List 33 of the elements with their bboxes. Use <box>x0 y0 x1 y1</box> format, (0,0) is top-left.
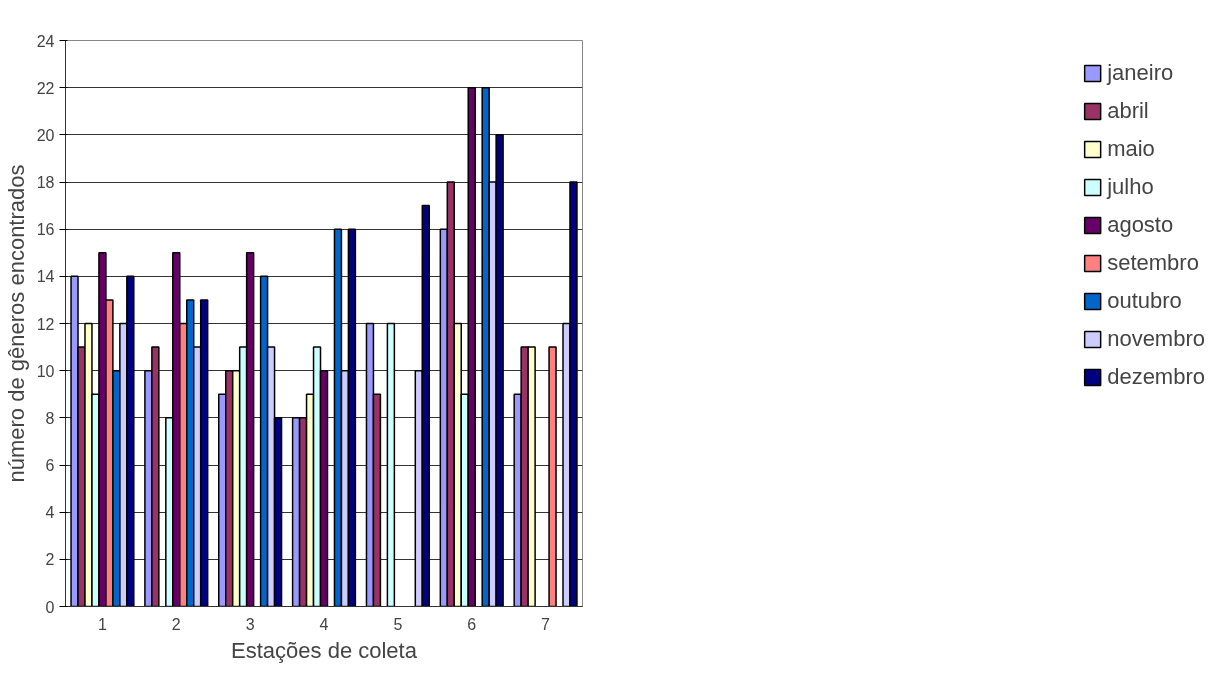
legend-label: maio <box>1107 136 1155 162</box>
y-tick-label: 6 <box>45 457 55 474</box>
legend-label: agosto <box>1107 212 1174 238</box>
y-tick-label: 16 <box>36 221 55 239</box>
legend-label: julho <box>1107 174 1154 200</box>
x-tick-label: 7 <box>541 615 551 633</box>
x-tick-label: 3 <box>245 615 255 633</box>
y-tick-label: 0 <box>45 598 55 616</box>
legend-label: janeiro <box>1107 60 1174 86</box>
legend-label: dezembro <box>1107 364 1205 390</box>
y-tick-label: 14 <box>36 268 55 286</box>
x-tick-label: 2 <box>171 615 181 633</box>
x-tick-label: 4 <box>319 615 329 633</box>
y-tick-label: 20 <box>36 126 55 144</box>
legend-label: setembro <box>1107 250 1199 276</box>
y-tick-label: 10 <box>36 362 55 380</box>
y-axis-title: número de gêneros encontrados <box>3 164 29 483</box>
x-tick-label: 1 <box>97 615 107 633</box>
x-tick-label: 6 <box>467 615 477 633</box>
y-tick-label: 2 <box>45 551 55 569</box>
legend-label: outubro <box>1107 288 1182 314</box>
y-tick-label: 24 <box>36 32 55 50</box>
legend-label: abril <box>1107 98 1149 124</box>
x-tick-label: 5 <box>393 615 403 633</box>
y-tick-label: 18 <box>36 174 55 191</box>
y-tick-label: 12 <box>36 315 55 333</box>
x-axis-title: Estações de coleta <box>231 637 418 663</box>
y-tick-label: 22 <box>36 79 55 97</box>
legend-label: novembro <box>1107 326 1205 352</box>
bar <box>386 322 396 607</box>
y-tick-label: 4 <box>45 504 55 522</box>
bar <box>548 346 557 607</box>
y-tick-label: 8 <box>45 409 55 427</box>
